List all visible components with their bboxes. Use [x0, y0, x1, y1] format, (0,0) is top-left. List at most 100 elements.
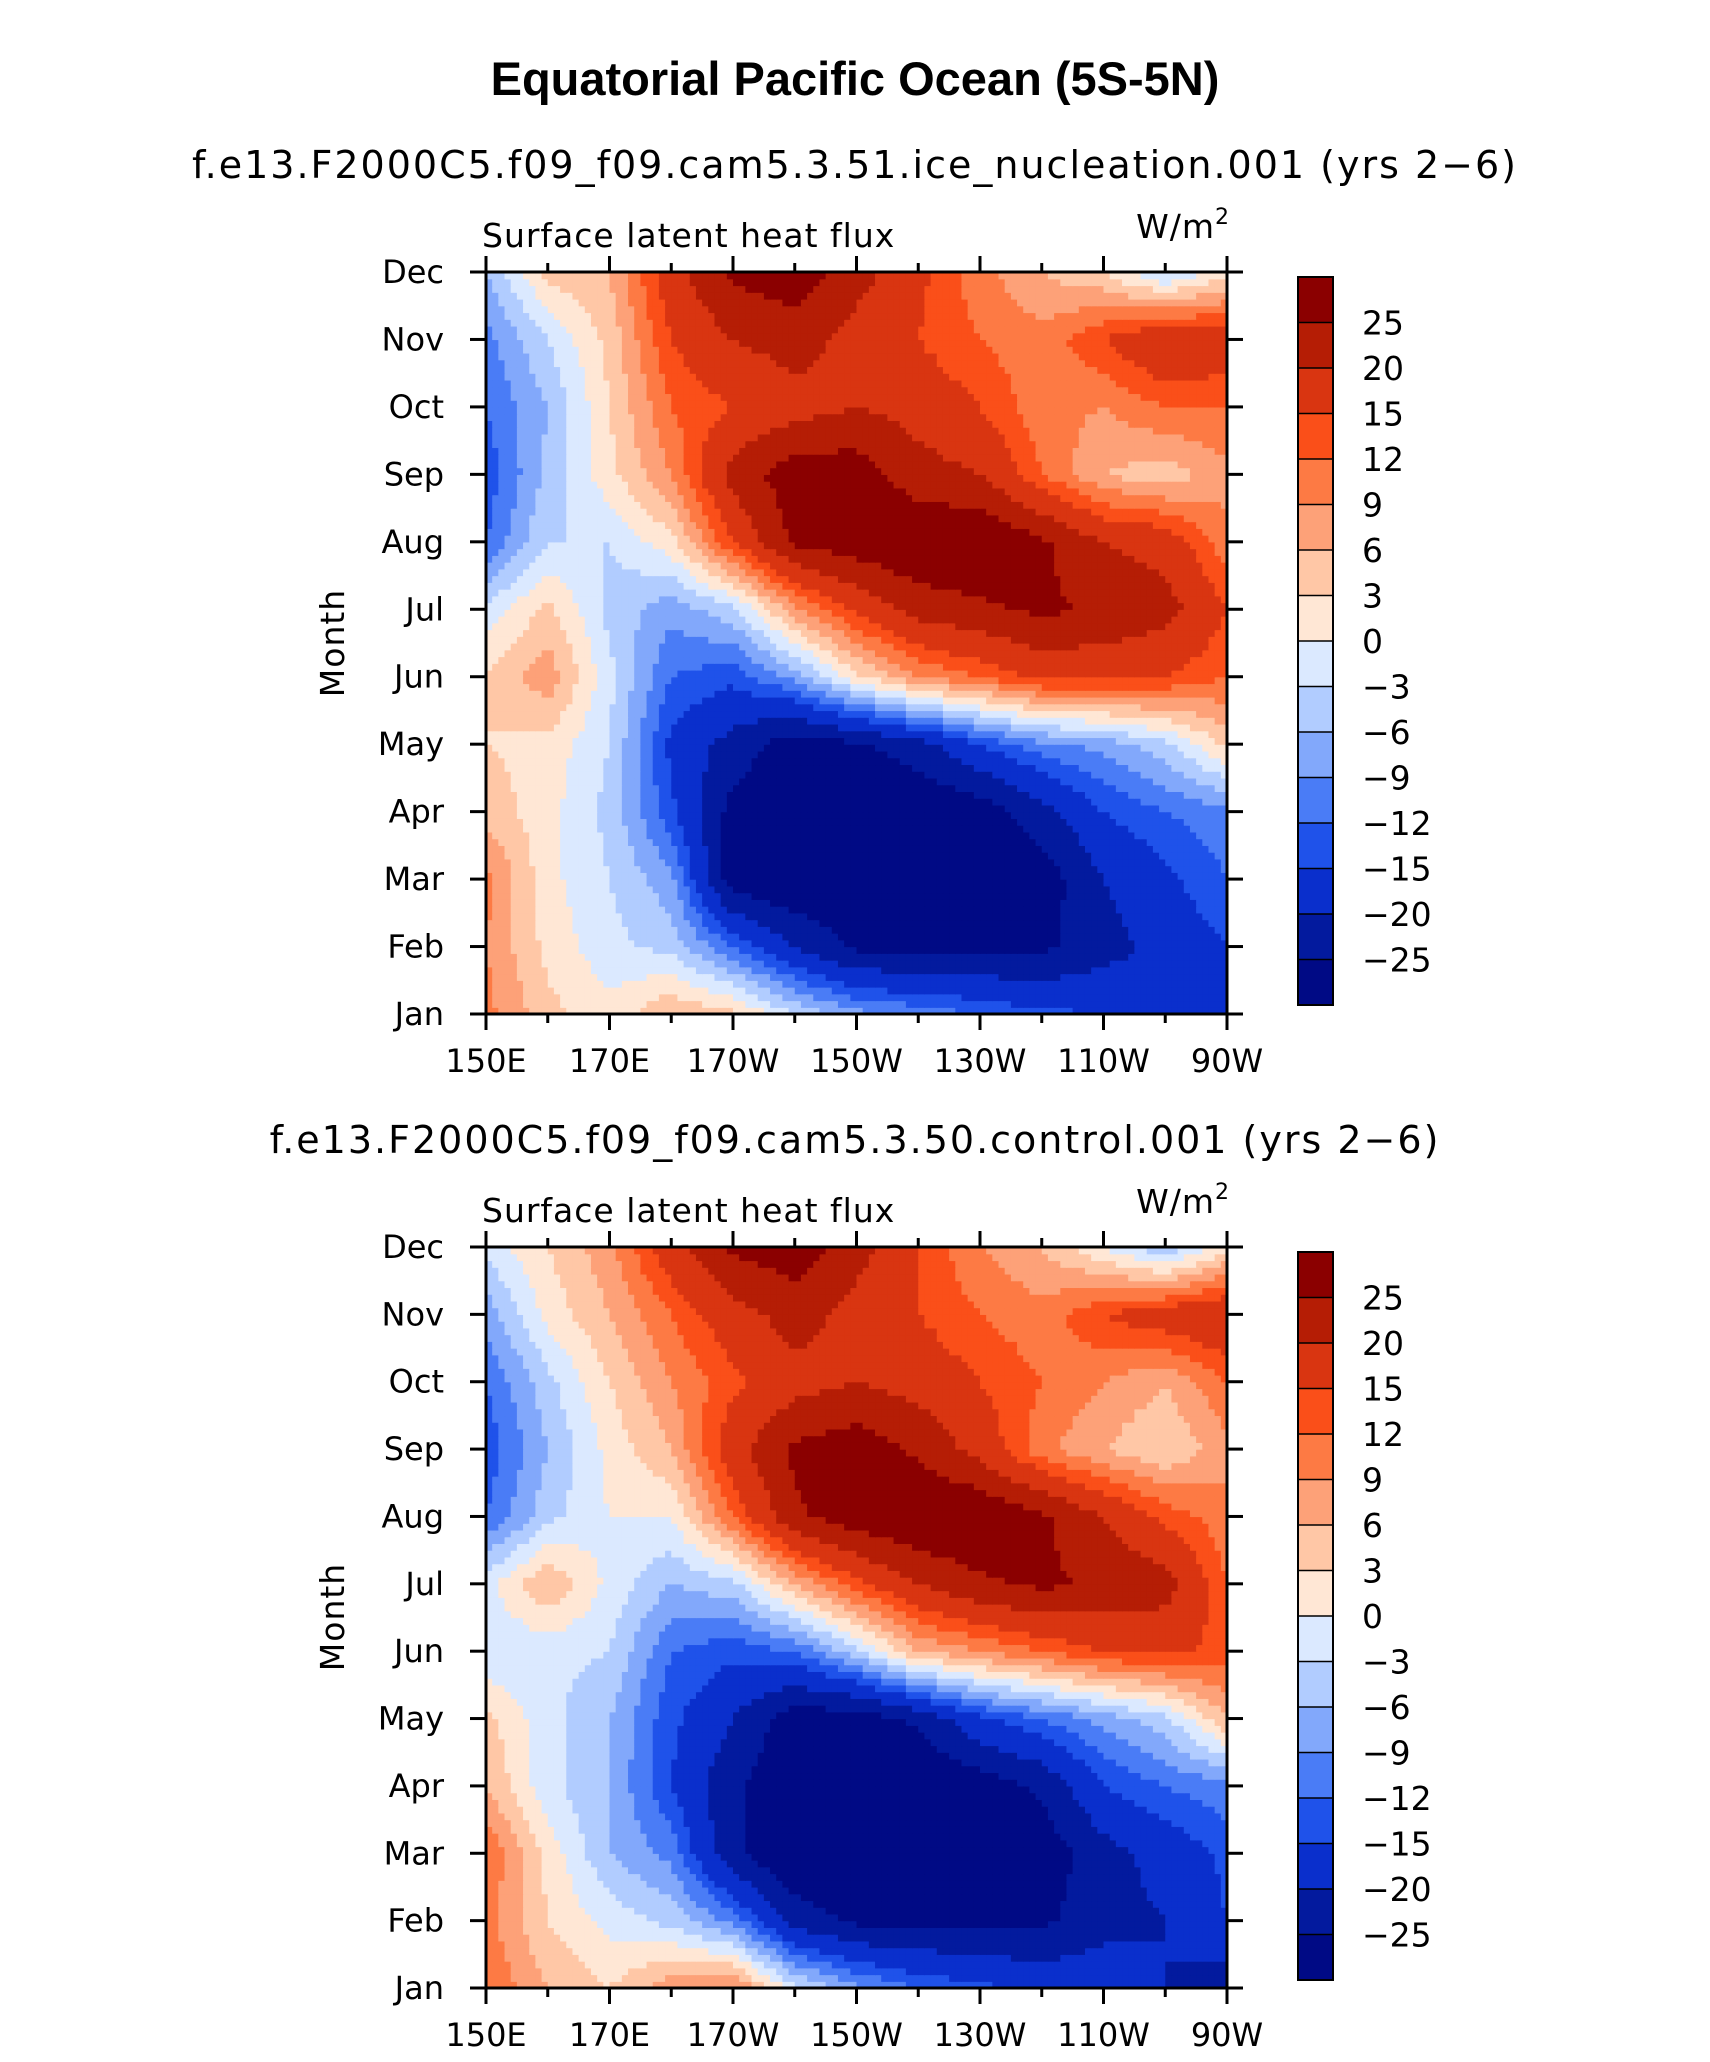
- heatmap-cell: [1122, 919, 1129, 927]
- heatmap-cell: [905, 757, 913, 766]
- heatmap-cell: [702, 899, 709, 907]
- heatmap-cell: [677, 777, 685, 786]
- heatmap-cell: [745, 872, 753, 880]
- heatmap-cell: [671, 906, 679, 914]
- heatmap-cell: [1208, 791, 1216, 799]
- heatmap-cell: [887, 973, 895, 981]
- heatmap-cell: [1047, 966, 1055, 975]
- heatmap-cell: [1165, 784, 1173, 792]
- heatmap-cell: [578, 953, 586, 961]
- heatmap-cell: [1035, 899, 1043, 907]
- heatmap-cell: [776, 818, 783, 826]
- heatmap-cell: [819, 987, 827, 995]
- heatmap-cell: [726, 784, 734, 792]
- heatmap-cell: [1152, 966, 1160, 975]
- heatmap-cell: [566, 919, 574, 927]
- heatmap-cell: [689, 845, 697, 853]
- heatmap-cell: [1072, 1007, 1080, 1014]
- heatmap-cell: [930, 872, 938, 880]
- heatmap-cell: [949, 804, 956, 813]
- heatmap-cell: [794, 926, 802, 934]
- heatmap-cell: [584, 912, 592, 921]
- heatmap-cell: [733, 987, 740, 995]
- heatmap-cell: [905, 912, 913, 921]
- heatmap-cell: [942, 906, 950, 914]
- heatmap-cell: [1128, 858, 1135, 867]
- heatmap-cell: [1091, 1000, 1098, 1008]
- heatmap-cell: [1183, 784, 1191, 792]
- heatmap-cell: [714, 899, 722, 907]
- heatmap-cell: [899, 744, 907, 752]
- heatmap-cell: [720, 872, 728, 880]
- heatmap-cell: [856, 960, 864, 968]
- heatmap-cell: [1140, 966, 1148, 975]
- heatmap-cell: [936, 946, 944, 954]
- heatmap-cell: [1097, 1007, 1105, 1014]
- heatmap-cell: [1208, 879, 1216, 887]
- heatmap-cell: [609, 777, 617, 786]
- heatmap-cell: [609, 771, 617, 779]
- heatmap-cell: [1171, 1000, 1179, 1008]
- heatmap-cell: [813, 919, 821, 927]
- heatmap-cell: [875, 919, 882, 927]
- heatmap-cell: [646, 838, 654, 846]
- heatmap-cell: [621, 838, 629, 846]
- heatmap-cell: [1196, 845, 1203, 853]
- heatmap-cell: [597, 987, 604, 995]
- heatmap-cell: [504, 939, 512, 948]
- heatmap-cell: [881, 784, 888, 792]
- heatmap-cell: [899, 852, 907, 860]
- heatmap-cell: [566, 750, 574, 759]
- heatmap-cell: [1171, 939, 1179, 948]
- heatmap-cell: [665, 899, 672, 907]
- heatmap-cell: [1047, 912, 1055, 921]
- heatmap-cell: [492, 750, 499, 759]
- heatmap-cell: [800, 926, 808, 934]
- heatmap-cell: [912, 993, 919, 1002]
- heatmap-cell: [597, 744, 604, 752]
- heatmap-cell: [560, 865, 567, 873]
- heatmap-cell: [547, 811, 555, 819]
- heatmap-cell: [702, 757, 709, 766]
- heatmap-cell: [658, 1000, 666, 1008]
- heatmap-cell: [1171, 764, 1179, 772]
- heatmap-cell: [1189, 933, 1197, 941]
- heatmap-cell: [523, 811, 530, 819]
- heatmap-cell: [572, 838, 580, 846]
- heatmap-cell: [1214, 906, 1222, 914]
- heatmap-cell: [1060, 865, 1068, 873]
- heatmap-cell: [782, 838, 790, 846]
- heatmap-cell: [1183, 777, 1191, 786]
- heatmap-cell: [628, 771, 635, 779]
- heatmap-cell: [751, 1000, 759, 1008]
- heatmap-cell: [1152, 993, 1160, 1002]
- heatmap-cell: [1035, 933, 1043, 941]
- heatmap-cell: [646, 818, 654, 826]
- heatmap-cell: [1029, 798, 1037, 806]
- heatmap-cell: [831, 777, 839, 786]
- heatmap-cell: [658, 852, 666, 860]
- heatmap-cell: [1196, 764, 1203, 772]
- heatmap-cell: [560, 926, 567, 934]
- heatmap-cell: [615, 1007, 623, 1014]
- heatmap-cell: [584, 899, 592, 907]
- heatmap-cell: [825, 1007, 833, 1014]
- heatmap-cell: [708, 852, 716, 860]
- heatmap-cell: [1017, 926, 1024, 934]
- heatmap-cell: [597, 750, 604, 759]
- heatmap-cell: [695, 777, 703, 786]
- heatmap-cell: [541, 791, 549, 799]
- heatmap-cell: [980, 764, 987, 772]
- heatmap-cell: [1220, 811, 1227, 819]
- heatmap-cell: [986, 926, 993, 934]
- heatmap-cell: [1029, 980, 1037, 988]
- heatmap-cell: [733, 899, 740, 907]
- heatmap-cell: [1084, 757, 1092, 766]
- heatmap-cell: [689, 730, 697, 739]
- heatmap-cell: [529, 825, 536, 833]
- heatmap-cell: [628, 852, 635, 860]
- heatmap-cell: [1004, 777, 1012, 786]
- heatmap-cell: [671, 980, 679, 988]
- heatmap-cell: [652, 831, 660, 840]
- heatmap-cell: [868, 953, 876, 961]
